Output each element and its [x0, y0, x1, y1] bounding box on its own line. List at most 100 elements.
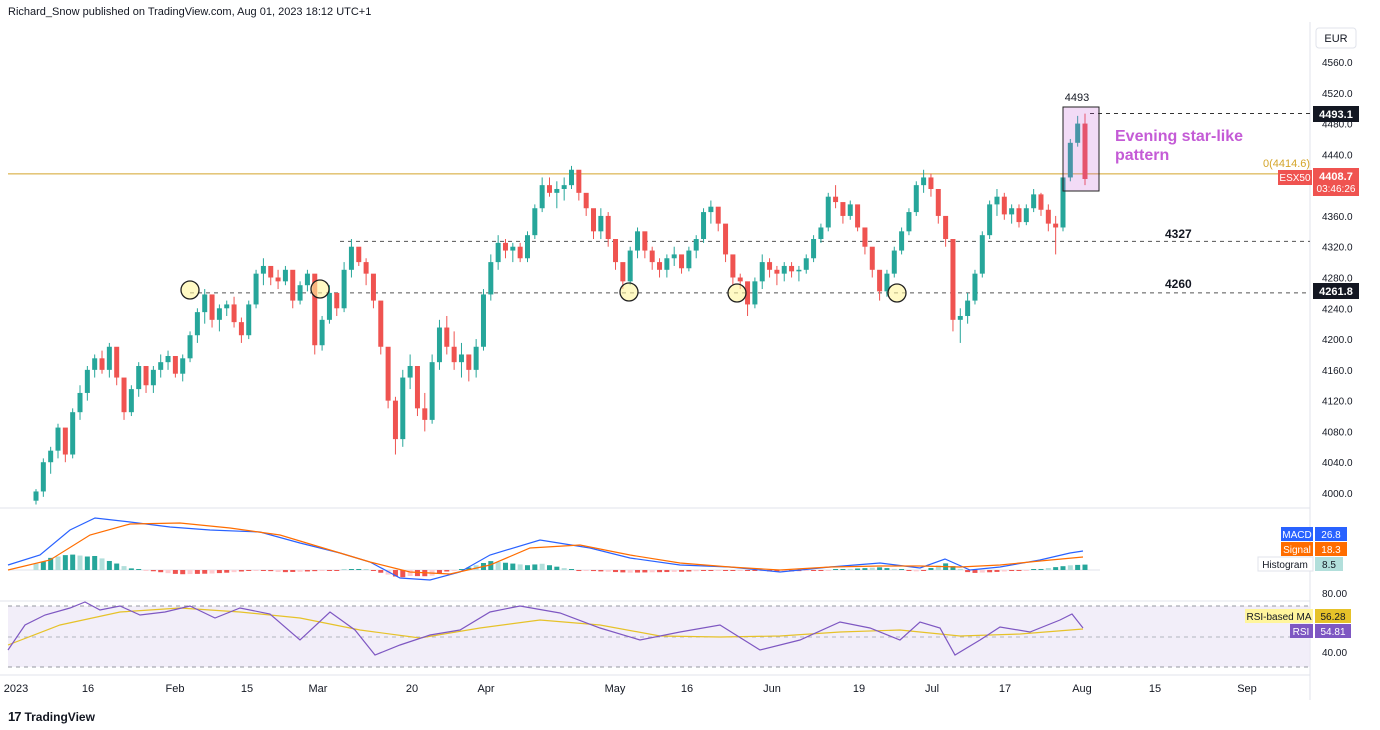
candle[interactable]	[444, 315, 450, 355]
candle[interactable]	[1053, 215, 1059, 255]
candle[interactable]	[502, 239, 508, 259]
candle[interactable]	[224, 300, 230, 316]
candle[interactable]	[48, 446, 54, 474]
candle[interactable]	[378, 300, 384, 355]
candle[interactable]	[972, 269, 978, 305]
candle[interactable]	[202, 289, 208, 324]
candle[interactable]	[591, 208, 597, 240]
candle[interactable]	[759, 254, 765, 290]
candle[interactable]	[304, 269, 310, 292]
candle[interactable]	[796, 265, 802, 282]
candle[interactable]	[979, 231, 985, 278]
candle[interactable]	[649, 246, 655, 270]
candle[interactable]	[576, 169, 582, 201]
candle[interactable]	[1009, 204, 1015, 224]
candle[interactable]	[422, 392, 428, 432]
candle[interactable]	[238, 317, 244, 343]
candle[interactable]	[554, 181, 560, 209]
candle[interactable]	[253, 269, 259, 309]
candle[interactable]	[965, 292, 971, 324]
candle[interactable]	[334, 292, 340, 316]
candle[interactable]	[62, 427, 68, 463]
candle[interactable]	[392, 396, 398, 455]
candle[interactable]	[84, 366, 90, 401]
candle[interactable]	[943, 215, 949, 247]
candle[interactable]	[730, 254, 736, 286]
candle[interactable]	[935, 188, 941, 224]
candle[interactable]	[803, 254, 809, 274]
candle[interactable]	[246, 300, 252, 340]
candle[interactable]	[172, 356, 178, 378]
candle[interactable]	[187, 331, 193, 363]
candle[interactable]	[913, 181, 919, 216]
candle[interactable]	[899, 227, 905, 255]
candle[interactable]	[319, 315, 325, 351]
candle[interactable]	[708, 200, 714, 224]
candle[interactable]	[297, 281, 303, 305]
candle[interactable]	[128, 385, 134, 417]
candle[interactable]	[136, 362, 142, 397]
currency-box[interactable]	[1315, 27, 1357, 49]
candle[interactable]	[260, 258, 266, 286]
candle[interactable]	[473, 339, 479, 378]
candle[interactable]	[55, 423, 61, 459]
tradingview-brand[interactable]: 17 TradingView	[8, 709, 95, 724]
candle[interactable]	[774, 265, 780, 286]
candle[interactable]	[158, 354, 164, 378]
candle[interactable]	[436, 319, 442, 370]
candle[interactable]	[326, 285, 332, 324]
candle[interactable]	[1082, 113, 1088, 186]
candle[interactable]	[957, 308, 963, 343]
candle[interactable]	[121, 377, 127, 420]
candle[interactable]	[767, 258, 773, 278]
candle[interactable]	[40, 458, 46, 497]
candle[interactable]	[77, 385, 83, 420]
candle[interactable]	[906, 208, 912, 236]
candle[interactable]	[70, 408, 76, 459]
candle[interactable]	[745, 281, 751, 316]
candle[interactable]	[569, 165, 575, 189]
candle[interactable]	[781, 262, 787, 282]
candle[interactable]	[458, 342, 464, 378]
candle[interactable]	[524, 231, 530, 263]
candle[interactable]	[928, 173, 934, 197]
candle[interactable]	[400, 369, 406, 447]
candle[interactable]	[723, 223, 729, 263]
candle[interactable]	[407, 354, 413, 390]
candle[interactable]	[891, 246, 897, 278]
candle[interactable]	[495, 235, 501, 270]
candle[interactable]	[693, 235, 699, 259]
candle[interactable]	[348, 239, 354, 278]
candle[interactable]	[143, 366, 149, 393]
chart-area[interactable]: EUR 4000.0 4040.0 4080.0 4120.0 4160.0 4200.0…	[0, 0, 1380, 700]
candle[interactable]	[869, 246, 875, 278]
candle[interactable]	[825, 192, 831, 232]
candle[interactable]	[209, 294, 215, 328]
candle[interactable]	[847, 200, 853, 220]
candle[interactable]	[480, 289, 486, 351]
candle[interactable]	[92, 354, 98, 378]
candle[interactable]	[877, 269, 883, 301]
candle[interactable]	[451, 331, 457, 370]
candle[interactable]	[862, 227, 868, 255]
evening-star-box[interactable]	[1062, 106, 1100, 192]
candle[interactable]	[356, 246, 362, 266]
candle[interactable]	[290, 269, 296, 309]
candle[interactable]	[1016, 204, 1022, 228]
candle[interactable]	[1067, 138, 1073, 182]
candle[interactable]	[1038, 192, 1044, 216]
candle[interactable]	[517, 242, 523, 263]
candle[interactable]	[1045, 204, 1051, 232]
candles[interactable]	[33, 113, 1088, 505]
candle[interactable]	[671, 246, 677, 266]
candle[interactable]	[1023, 204, 1029, 226]
candle[interactable]	[488, 254, 494, 301]
candle[interactable]	[546, 177, 552, 197]
candle[interactable]	[1075, 115, 1081, 147]
candle[interactable]	[539, 177, 545, 213]
candle[interactable]	[466, 354, 472, 382]
candle[interactable]	[752, 277, 758, 309]
candle[interactable]	[414, 366, 420, 417]
candle[interactable]	[613, 239, 619, 270]
candle[interactable]	[165, 350, 171, 370]
